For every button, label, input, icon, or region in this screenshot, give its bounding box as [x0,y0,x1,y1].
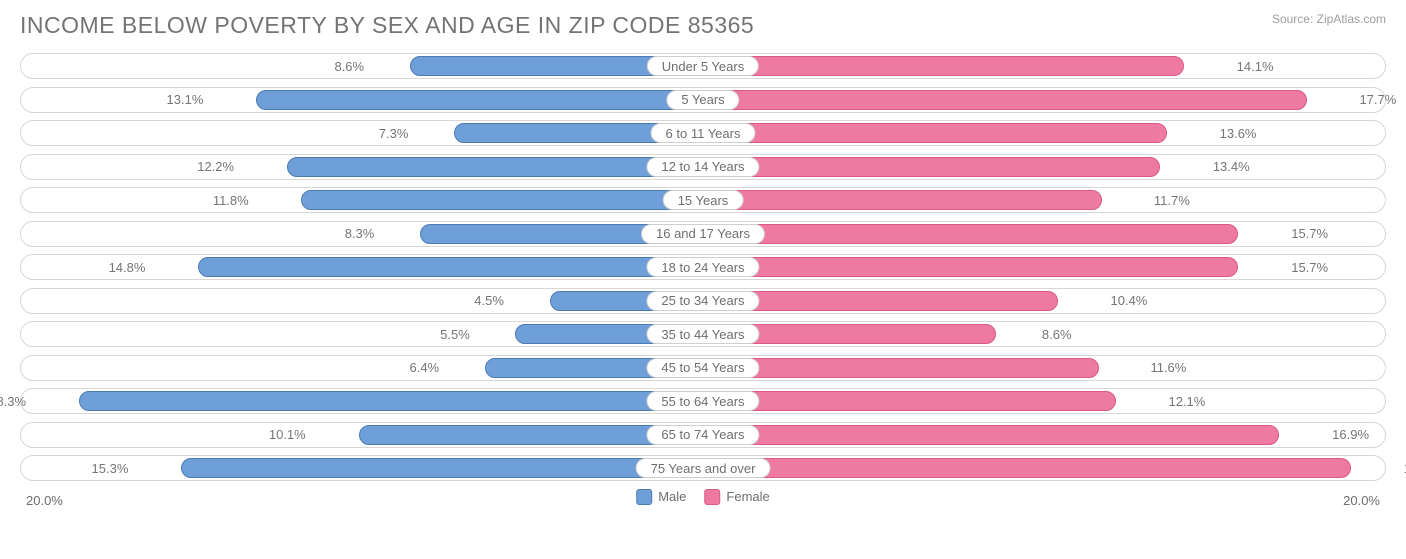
chart-row: 11.8% 11.7% 15 Years [20,187,1386,213]
chart-row: 14.8% 15.7% 18 to 24 Years [20,254,1386,280]
male-value-label: 6.4% [409,356,447,380]
chart-row: 5.5% 8.6% 35 to 44 Years [20,321,1386,347]
female-bar [703,157,1160,177]
female-bar [703,458,1351,478]
male-value-label: 5.5% [440,322,478,346]
female-value-label: 11.7% [1146,188,1190,212]
male-value-label: 13.1% [167,88,212,112]
category-pill: 12 to 14 Years [646,157,759,177]
male-bar [181,458,703,478]
chart-row: 12.2% 13.4% 12 to 14 Years [20,154,1386,180]
male-value-label: 8.6% [334,54,372,78]
male-value-label: 11.8% [213,188,257,212]
male-value-label: 4.5% [474,289,512,313]
female-bar [703,224,1238,244]
female-bar [703,123,1167,143]
male-value-label: 10.1% [269,423,314,447]
category-pill: 75 Years and over [636,458,771,478]
female-bar [703,90,1307,110]
chart-title: INCOME BELOW POVERTY BY SEX AND AGE IN Z… [20,12,754,39]
female-value-label: 16.9% [1324,423,1369,447]
female-bar [703,358,1099,378]
female-value-label: 11.6% [1142,356,1186,380]
category-pill: 45 to 54 Years [646,358,759,378]
female-value-label: 15.7% [1283,222,1328,246]
category-pill: 6 to 11 Years [651,123,756,143]
diverging-bar-chart: 8.6% 14.1% Under 5 Years 13.1%17.7%5 Years 7… [20,53,1386,481]
legend-swatch-female [704,489,720,505]
category-pill: 55 to 64 Years [646,391,759,411]
axis-max-right: 20.0% [1343,493,1380,508]
chart-row: 8.6% 14.1% Under 5 Years [20,53,1386,79]
male-value-label: 7.3% [379,121,417,145]
male-value-label: 8.3% [345,222,383,246]
male-bar [287,157,703,177]
female-bar [703,257,1238,277]
female-bar [703,56,1184,76]
male-bar [256,90,703,110]
female-bar [703,391,1116,411]
female-bar [703,190,1102,210]
female-value-label: 19.0% [1396,456,1406,480]
female-value-label: 10.4% [1103,289,1148,313]
chart-row: 13.1%17.7%5 Years [20,87,1386,113]
legend-label-male: Male [658,489,686,504]
male-value-label: 12.2% [197,155,242,179]
category-pill: 35 to 44 Years [646,324,759,344]
female-value-label: 13.4% [1205,155,1250,179]
legend-label-female: Female [726,489,769,504]
male-bar [79,391,703,411]
category-pill: Under 5 Years [647,56,759,76]
female-value-label: 15.7% [1283,255,1328,279]
chart-row: 8.3% 15.7% 16 and 17 Years [20,221,1386,247]
category-pill: 5 Years [666,90,739,110]
chart-row: 6.4% 11.6% 45 to 54 Years [20,355,1386,381]
female-value-label: 17.7% [1351,88,1396,112]
female-value-label: 13.6% [1212,121,1257,145]
category-pill: 15 Years [663,190,744,210]
female-value-label: 12.1% [1160,389,1205,413]
male-value-label: 15.3% [92,456,137,480]
male-value-label: 14.8% [109,255,154,279]
category-pill: 18 to 24 Years [646,257,759,277]
female-bar [703,425,1279,445]
source-attribution: Source: ZipAtlas.com [1272,12,1386,26]
category-pill: 25 to 34 Years [646,291,759,311]
chart-row: 15.3%19.0%75 Years and over [20,455,1386,481]
male-bar [301,190,703,210]
female-value-label: 8.6% [1034,322,1072,346]
legend-swatch-male [636,489,652,505]
legend: Male Female [636,489,770,505]
legend-item-female: Female [704,489,769,505]
category-pill: 65 to 74 Years [646,425,759,445]
chart-row: 18.3%12.1%55 to 64 Years [20,388,1386,414]
chart-row: 10.1% 16.9% 65 to 74 Years [20,422,1386,448]
chart-row: 4.5% 10.4% 25 to 34 Years [20,288,1386,314]
female-value-label: 14.1% [1229,54,1274,78]
chart-row: 7.3% 13.6% 6 to 11 Years [20,120,1386,146]
axis-max-left: 20.0% [26,493,63,508]
male-value-label: 18.3% [0,389,34,413]
category-pill: 16 and 17 Years [641,224,765,244]
legend-item-male: Male [636,489,686,505]
male-bar [198,257,703,277]
